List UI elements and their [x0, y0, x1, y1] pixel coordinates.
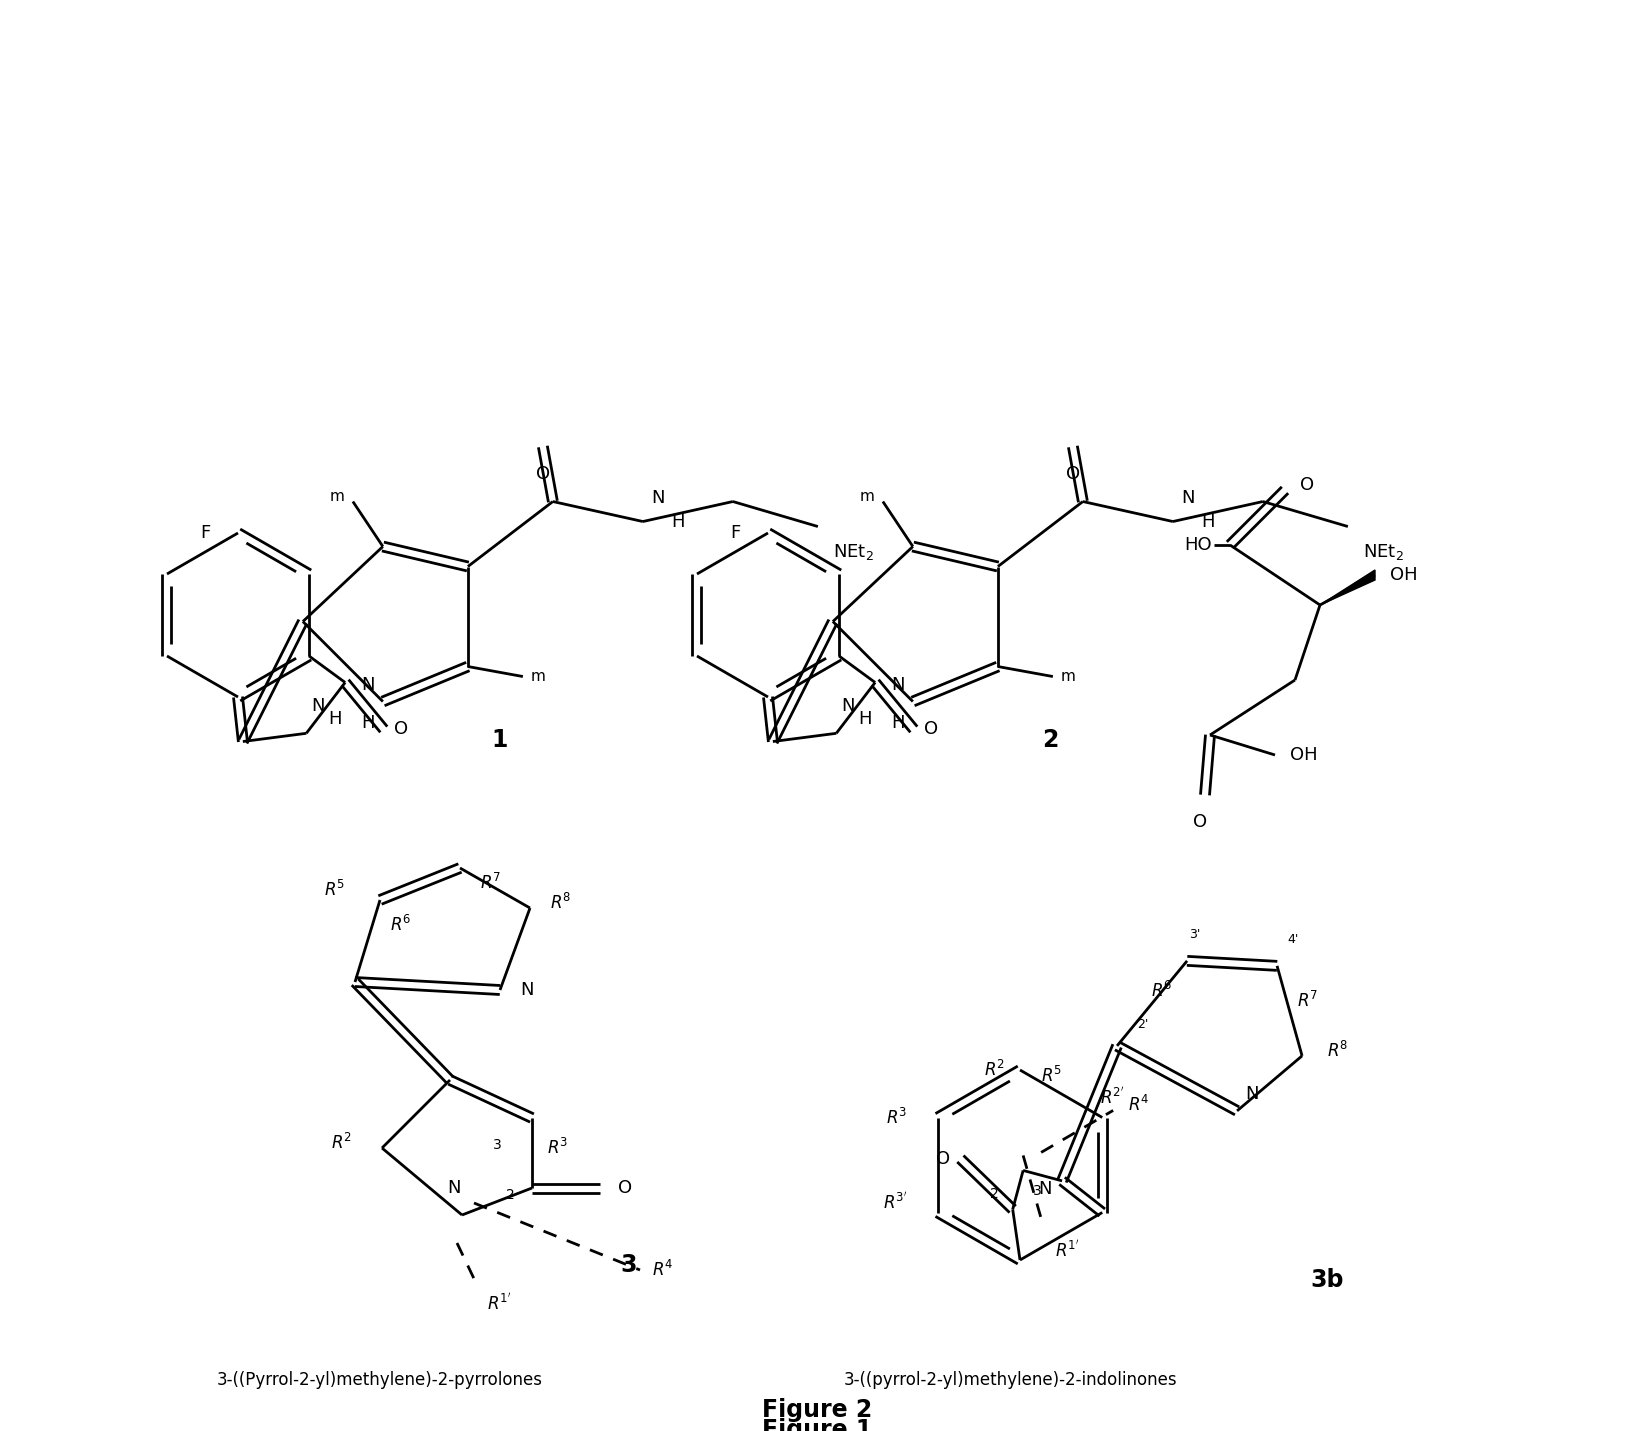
Text: O: O: [924, 720, 938, 738]
Text: $R^{2'}$: $R^{2'}$: [1100, 1088, 1125, 1108]
Text: H: H: [891, 714, 904, 731]
Text: O: O: [1194, 813, 1207, 831]
Text: 3: 3: [1033, 1183, 1041, 1198]
Text: H: H: [670, 512, 685, 531]
Text: Figure 1: Figure 1: [762, 1418, 871, 1431]
Text: N: N: [520, 982, 533, 999]
Text: $R^{4}$: $R^{4}$: [1128, 1095, 1149, 1116]
Text: $R^{3'}$: $R^{3'}$: [883, 1192, 907, 1213]
Text: N: N: [311, 697, 325, 716]
Text: 3: 3: [492, 1138, 502, 1152]
Text: H: H: [329, 710, 342, 728]
Text: 3-((Pyrrol-2-yl)methylene)-2-pyrrolones: 3-((Pyrrol-2-yl)methylene)-2-pyrrolones: [217, 1371, 543, 1390]
Text: 2: 2: [1041, 728, 1058, 753]
Text: m: m: [1061, 670, 1076, 684]
Text: 2': 2': [1136, 1017, 1148, 1030]
Text: 1: 1: [492, 728, 508, 753]
Text: 3-((pyrrol-2-yl)methylene)-2-indolinones: 3-((pyrrol-2-yl)methylene)-2-indolinones: [844, 1371, 1177, 1390]
Text: $R^{5}$: $R^{5}$: [1041, 1066, 1063, 1086]
Text: N: N: [651, 488, 664, 507]
Text: OH: OH: [1290, 746, 1318, 764]
Text: 4': 4': [1287, 933, 1298, 946]
Text: $R^{8}$: $R^{8}$: [549, 893, 571, 913]
Text: O: O: [1300, 477, 1315, 494]
Text: $R^{1'}$: $R^{1'}$: [1055, 1241, 1079, 1261]
Text: N: N: [361, 675, 374, 694]
Text: HO: HO: [1184, 537, 1212, 554]
Text: O: O: [618, 1179, 633, 1196]
Text: N: N: [1038, 1181, 1051, 1198]
Text: $R^{1'}$: $R^{1'}$: [487, 1294, 512, 1314]
Text: N: N: [448, 1179, 461, 1196]
Text: $R^{8}$: $R^{8}$: [1328, 1040, 1349, 1060]
Text: O: O: [937, 1149, 950, 1168]
Text: O: O: [394, 720, 407, 738]
Text: $R^{2}$: $R^{2}$: [330, 1133, 352, 1153]
Text: NEt$_2$: NEt$_2$: [1364, 541, 1404, 561]
Text: $R^{7}$: $R^{7}$: [481, 873, 502, 893]
Text: $R^{7}$: $R^{7}$: [1297, 990, 1318, 1010]
Text: F: F: [199, 524, 209, 542]
Text: H: H: [361, 714, 374, 731]
Text: H: H: [858, 710, 871, 728]
Text: $R^{6}$: $R^{6}$: [391, 914, 412, 934]
Text: NEt$_2$: NEt$_2$: [832, 541, 873, 561]
Text: N: N: [1246, 1085, 1259, 1103]
Text: 2: 2: [505, 1188, 515, 1202]
Text: 2: 2: [991, 1188, 999, 1202]
Text: $R^{2}$: $R^{2}$: [984, 1060, 1006, 1080]
Text: OH: OH: [1390, 567, 1418, 584]
Text: N: N: [842, 697, 855, 716]
Text: N: N: [1180, 488, 1195, 507]
Text: m: m: [531, 670, 546, 684]
Text: H: H: [1200, 512, 1215, 531]
Polygon shape: [1319, 570, 1375, 605]
Text: O: O: [536, 465, 549, 482]
Text: m: m: [330, 489, 345, 504]
Text: F: F: [729, 524, 741, 542]
Text: 3b: 3b: [1310, 1268, 1344, 1292]
Text: $R^{3}$: $R^{3}$: [886, 1108, 907, 1128]
Text: $R^{3}$: $R^{3}$: [548, 1138, 569, 1158]
Text: Figure 2: Figure 2: [762, 1398, 871, 1422]
Text: 3: 3: [620, 1254, 636, 1276]
Text: $R^{6}$: $R^{6}$: [1151, 980, 1172, 1000]
Text: N: N: [891, 675, 904, 694]
Text: m: m: [860, 489, 875, 504]
Text: O: O: [1066, 465, 1081, 482]
Text: 3': 3': [1189, 927, 1200, 940]
Text: $R^{4}$: $R^{4}$: [652, 1259, 674, 1281]
Text: $R^{5}$: $R^{5}$: [324, 880, 345, 900]
